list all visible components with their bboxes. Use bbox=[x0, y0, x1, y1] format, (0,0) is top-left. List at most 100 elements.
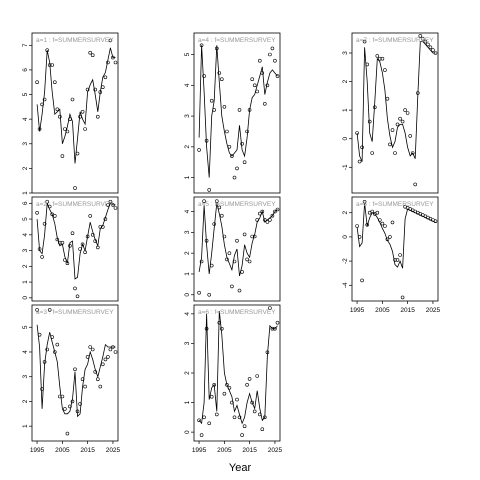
observed-point bbox=[247, 377, 252, 381]
observed-point bbox=[40, 387, 44, 391]
observed-point bbox=[212, 382, 216, 387]
observed-point bbox=[357, 159, 362, 164]
observed-point bbox=[262, 415, 267, 420]
observed-point bbox=[78, 247, 82, 251]
observed-point bbox=[47, 63, 52, 67]
y-tick-label: 4 bbox=[22, 117, 29, 121]
observed-point bbox=[103, 217, 108, 221]
y-tick-label: 0 bbox=[184, 430, 191, 434]
x-tick-label: 1995 bbox=[30, 447, 45, 454]
observed-point bbox=[377, 218, 382, 222]
observed-point bbox=[360, 145, 364, 150]
observed-point bbox=[113, 60, 118, 65]
observed-point bbox=[197, 418, 201, 423]
observed-point bbox=[225, 382, 229, 387]
observed-point bbox=[370, 151, 375, 155]
observed-point bbox=[80, 242, 85, 247]
observed-point bbox=[268, 306, 272, 310]
y-tick-label: 1 bbox=[342, 108, 349, 112]
plot-area: a=4 : f=SUMMERSURVEY bbox=[197, 37, 280, 192]
observed-point bbox=[232, 175, 237, 180]
panel-label: a=7 : f=SUMMERSURVEY bbox=[356, 37, 434, 44]
panel-frame bbox=[31, 304, 119, 442]
observed-point bbox=[57, 114, 62, 119]
observed-point bbox=[237, 288, 242, 293]
observed-point bbox=[60, 154, 65, 158]
y-tick-label: 0 bbox=[22, 296, 29, 300]
observed-point bbox=[98, 225, 103, 229]
x-tick-label: 2005 bbox=[217, 447, 232, 454]
y-tick-label: 1 bbox=[22, 280, 29, 284]
observed-point bbox=[255, 89, 260, 94]
observed-point bbox=[80, 377, 85, 382]
observed-point bbox=[220, 326, 224, 331]
observed-point bbox=[365, 223, 370, 227]
observed-point bbox=[63, 127, 67, 131]
observed-point bbox=[55, 237, 60, 242]
observed-point bbox=[45, 199, 50, 204]
observed-point bbox=[250, 234, 254, 239]
observed-point bbox=[212, 222, 216, 226]
observed-point bbox=[55, 342, 60, 347]
observed-point bbox=[101, 225, 105, 229]
observed-point bbox=[103, 75, 108, 80]
y-tick-label: 4 bbox=[184, 83, 191, 87]
fitted-line bbox=[198, 203, 278, 277]
plot-area: a=3 : f=SUMMERSURVEY bbox=[35, 308, 118, 436]
observed-point bbox=[273, 209, 277, 214]
observed-point bbox=[260, 427, 265, 432]
observed-point bbox=[390, 220, 395, 225]
observed-point bbox=[101, 362, 105, 367]
panel: -1 0 1 2 3 a=7 : f=SUMMERSURVEY bbox=[342, 32, 439, 194]
observed-point bbox=[113, 350, 118, 354]
panel: 0 1 2 3 4 a=5 : f=SUMMERSURVEY bbox=[184, 196, 281, 302]
observed-point bbox=[75, 409, 80, 414]
observed-point bbox=[247, 108, 252, 112]
fitted-line bbox=[36, 324, 116, 418]
observed-point bbox=[393, 151, 397, 155]
observed-point bbox=[96, 245, 100, 250]
observed-point bbox=[275, 320, 280, 325]
observed-point bbox=[65, 431, 70, 436]
x-axis-label: Year bbox=[229, 462, 252, 474]
observed-point bbox=[383, 68, 387, 72]
observed-point bbox=[372, 105, 377, 110]
observed-point bbox=[415, 91, 420, 95]
observed-point bbox=[375, 54, 380, 58]
observed-point bbox=[408, 134, 413, 138]
observed-point bbox=[240, 142, 244, 146]
observed-point bbox=[93, 239, 97, 243]
observed-point bbox=[265, 350, 270, 355]
y-tick-label: 2 bbox=[22, 264, 29, 268]
observed-point bbox=[400, 119, 405, 124]
panel-label: a=6 : f=SUMMERSURVEY bbox=[198, 309, 276, 316]
observed-point bbox=[88, 50, 92, 55]
y-tick-label: 3 bbox=[22, 375, 29, 379]
observed-point bbox=[75, 294, 80, 299]
plot-area: a=2 : f=SUMMERSURVEY bbox=[35, 199, 118, 299]
observed-point bbox=[40, 255, 44, 259]
observed-point bbox=[83, 250, 87, 254]
observed-point bbox=[93, 369, 97, 374]
observed-point bbox=[250, 400, 254, 405]
observed-point bbox=[257, 211, 262, 216]
observed-point bbox=[426, 42, 430, 47]
observed-point bbox=[215, 412, 219, 417]
plot-area: a=6 : f=SUMMERSURVEY bbox=[197, 306, 280, 437]
panel: 1 2 3 4 5 6 7 a=1 : f=SUMMERSURVEY bbox=[22, 32, 119, 195]
observed-point bbox=[199, 43, 204, 48]
x-tick-label: 2025 bbox=[268, 447, 283, 454]
observed-point bbox=[65, 129, 70, 134]
observed-point bbox=[235, 238, 239, 243]
observed-point bbox=[433, 219, 438, 223]
observed-point bbox=[235, 166, 239, 171]
observed-point bbox=[37, 332, 42, 337]
observed-point bbox=[93, 87, 97, 92]
observed-point bbox=[96, 114, 100, 119]
x-tick-label: 2005 bbox=[375, 307, 390, 314]
observed-point bbox=[252, 83, 257, 88]
observed-point bbox=[70, 399, 75, 404]
observed-point bbox=[52, 350, 57, 354]
observed-point bbox=[222, 105, 227, 109]
y-tick-label: -1 bbox=[342, 164, 349, 170]
